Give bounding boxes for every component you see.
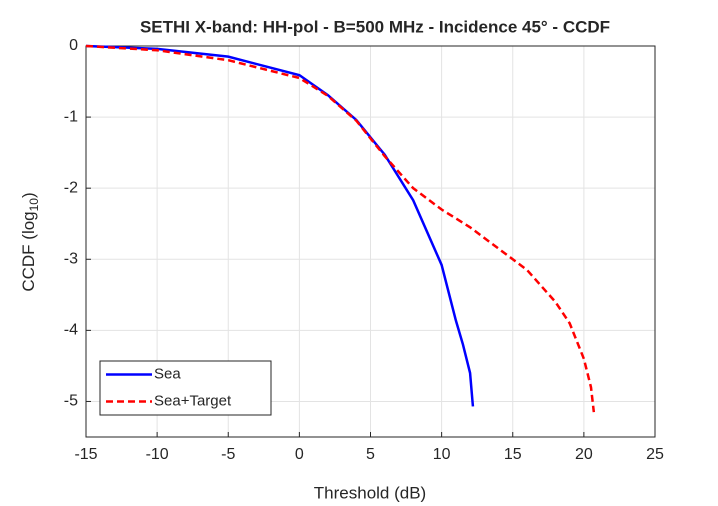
legend-label: Sea+Target (154, 392, 232, 409)
y-tick-label: -5 (64, 393, 78, 410)
y-tick-label: 0 (69, 37, 78, 54)
chart-title: SETHI X-band: HH-pol - B=500 MHz - Incid… (140, 17, 610, 36)
x-tick-label: -10 (146, 446, 169, 463)
x-tick-label: -15 (74, 446, 97, 463)
axes-box (85, 45, 656, 438)
y-label-suffix: ) (19, 192, 38, 198)
x-tick-label: 20 (575, 446, 593, 463)
legend: Sea Sea+Target (99, 360, 272, 416)
y-label-sub: 10 (27, 198, 41, 212)
y-tick-label: -1 (64, 108, 78, 125)
x-tick-label: 25 (646, 446, 664, 463)
y-tick-label: -2 (64, 179, 78, 196)
x-tick-label: 10 (433, 446, 451, 463)
legend-box (99, 360, 272, 416)
x-tick-label: 5 (366, 446, 375, 463)
x-tick-label: 0 (295, 446, 304, 463)
y-label-text: CCDF (log (19, 211, 38, 291)
x-tick-label: 15 (504, 446, 522, 463)
x-axis-label: Threshold (dB) (314, 483, 426, 502)
y-axis-label: CCDF (log10) (19, 192, 41, 291)
x-tick-label: -5 (221, 446, 235, 463)
legend-label: Sea (154, 365, 181, 382)
y-tick-label: -4 (64, 322, 78, 339)
y-tick-label: -3 (64, 250, 78, 267)
series-line (85, 44, 596, 413)
